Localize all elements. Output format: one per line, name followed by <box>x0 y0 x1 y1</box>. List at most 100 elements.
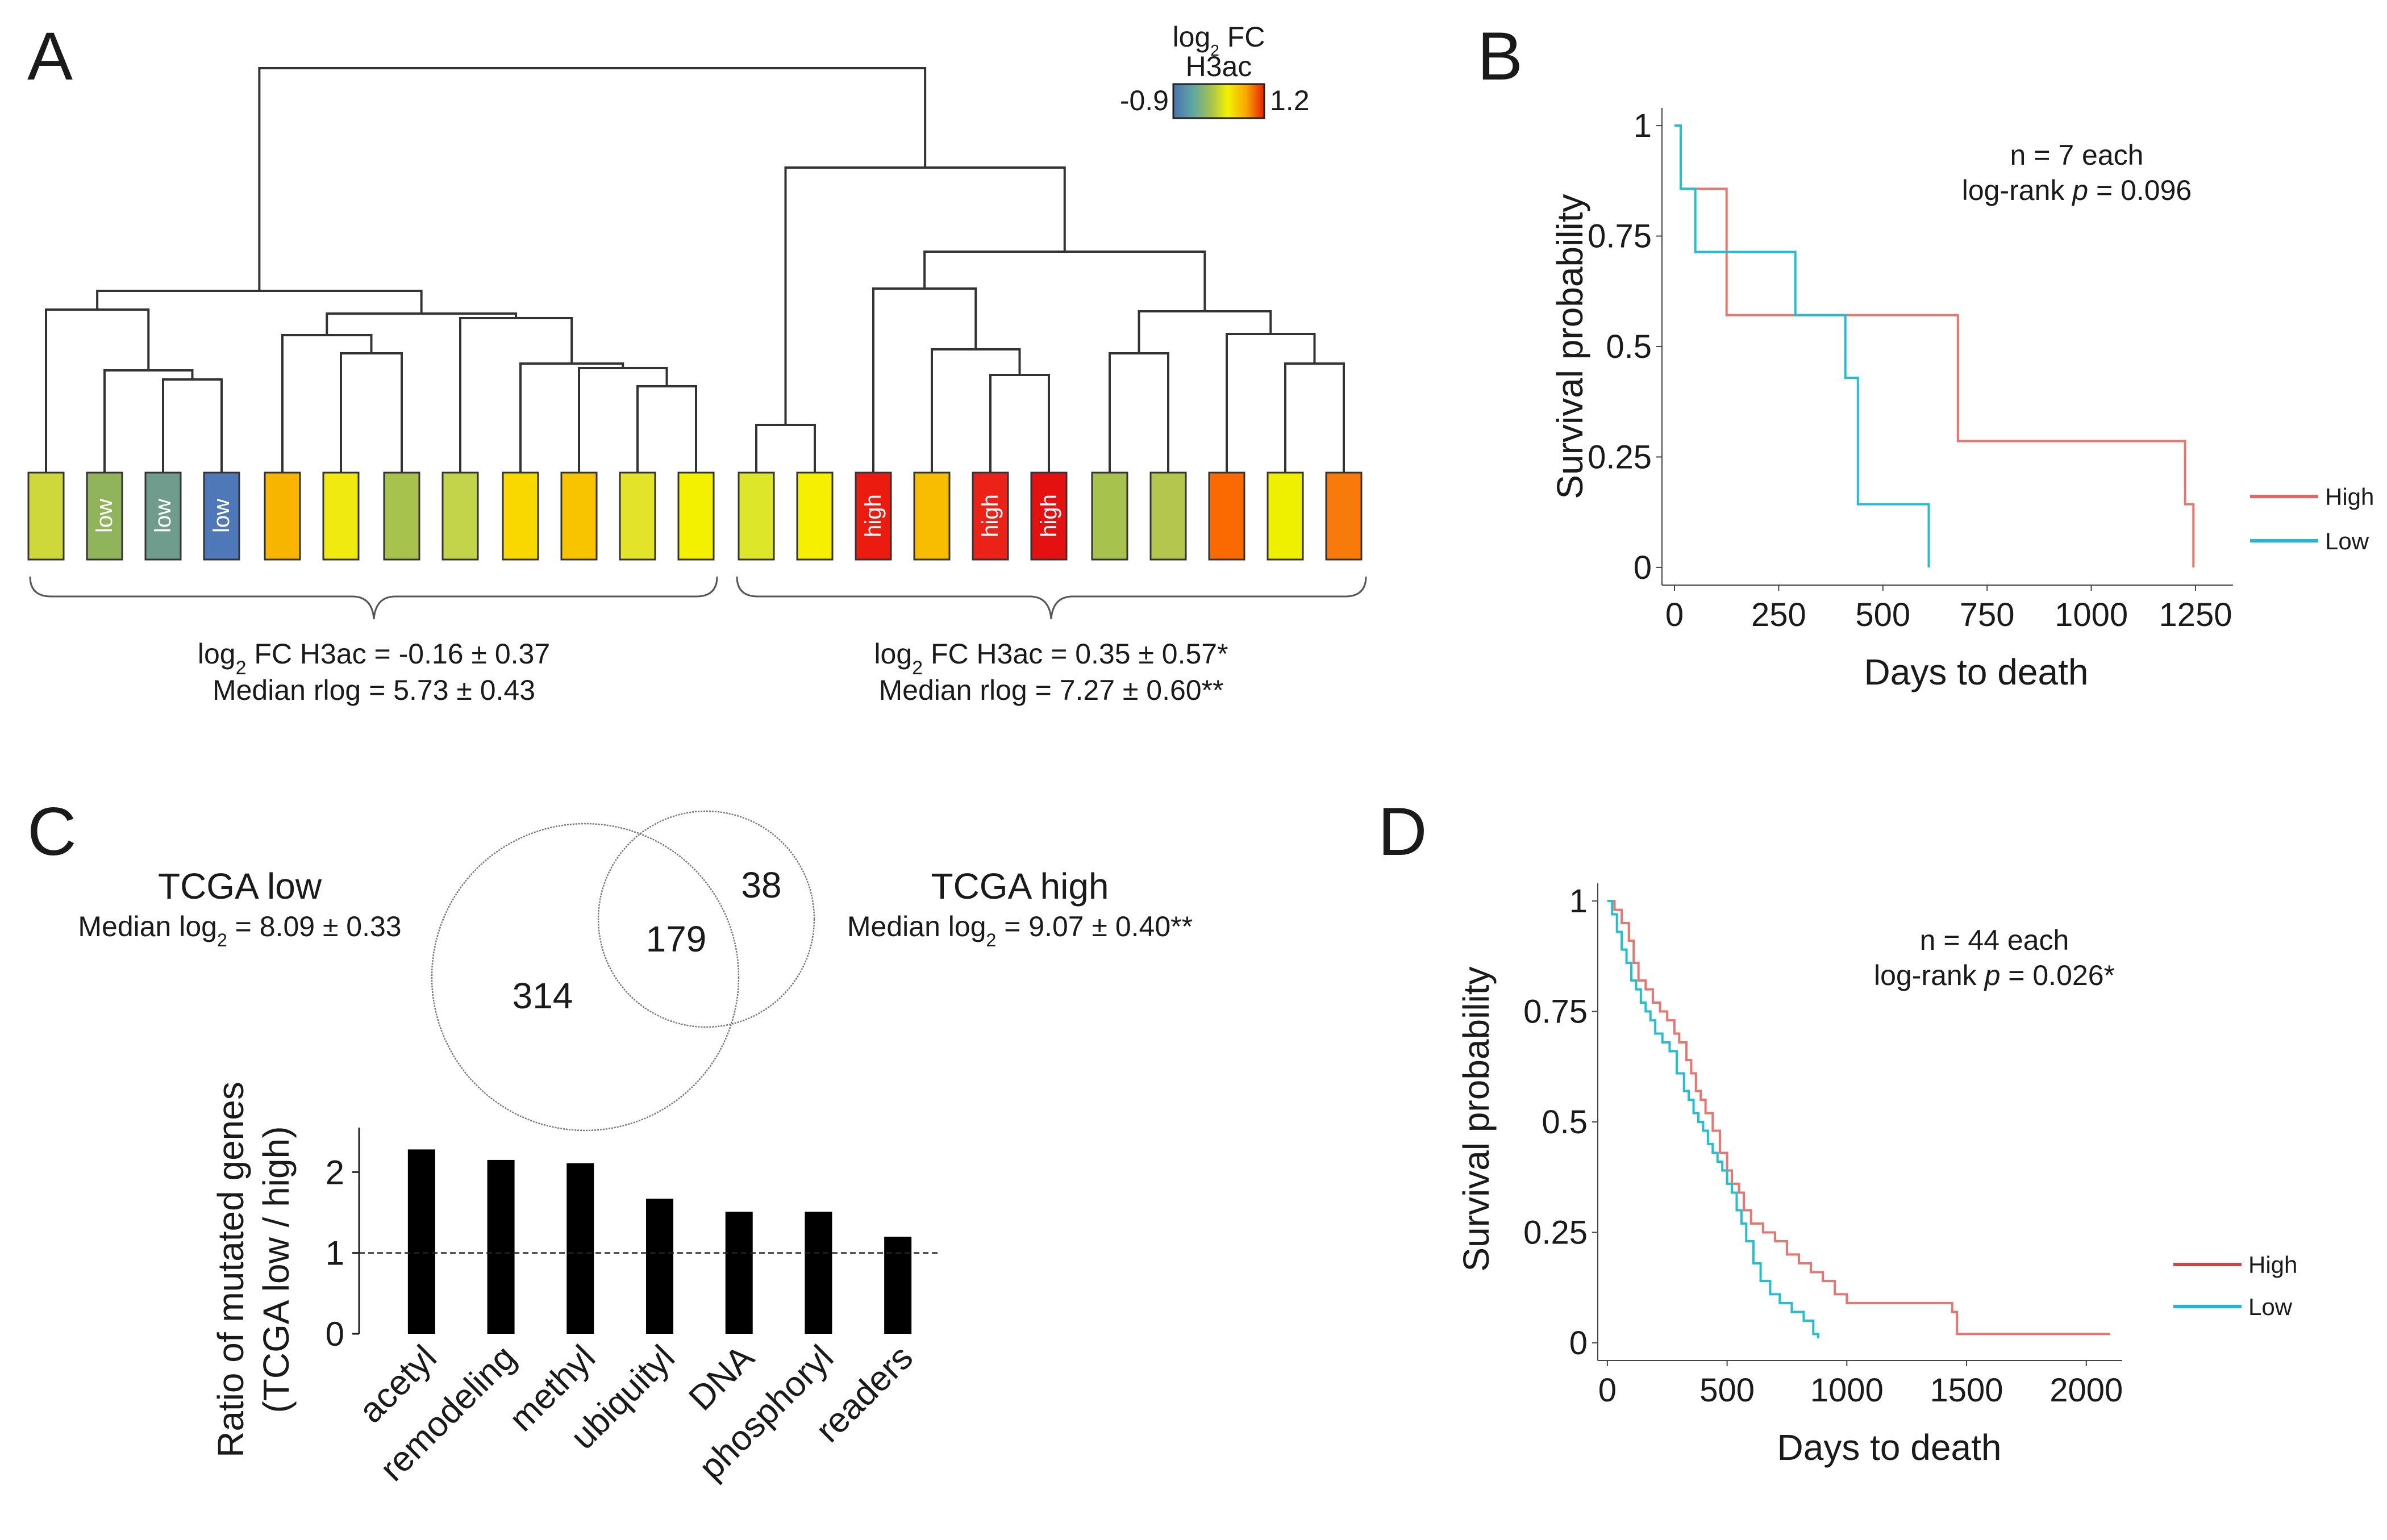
dendrogram-branch <box>1138 310 1272 353</box>
heatmap-leaf <box>203 471 240 561</box>
leaf-label: high <box>978 494 1003 537</box>
heatmap-leaf <box>264 471 301 561</box>
dendrogram-branch <box>459 317 573 473</box>
km-series-low <box>1607 900 1819 1339</box>
colorbar-title-line1: log2 FC <box>1173 21 1265 59</box>
km-x-tick-label: 1000 <box>1810 1372 1884 1409</box>
bar-phosphoryl <box>805 1212 832 1334</box>
panel-label-d: D <box>1378 794 1427 870</box>
bar-DNA <box>725 1212 753 1334</box>
colorbar: log2 FC H3ac -0.9 1.2 <box>1120 21 1310 119</box>
heatmap-leaves: low low low high high high <box>27 471 1363 561</box>
heatmap-leaf <box>913 471 951 561</box>
heatmap-leaf <box>972 471 1009 561</box>
dendrogram-branch <box>326 312 518 335</box>
km-x-tick-label: 500 <box>1699 1372 1755 1409</box>
panel-a-dendrogram-heatmap: log2 FC H3ac -0.9 1.2 low low low high high h… <box>27 21 1367 706</box>
colorbar-max-label: 1.2 <box>1270 85 1310 116</box>
venn-set-high-name: TCGA high <box>931 866 1109 907</box>
heatmap-leaf <box>738 471 775 561</box>
leaf-label: low <box>151 499 176 533</box>
colorbar-gradient <box>1172 83 1265 119</box>
group-right-stat-line1: log2 FC H3ac = 0.35 ± 0.57* <box>874 638 1228 679</box>
heatmap-leaf <box>1030 471 1068 561</box>
km-y-tick-label: 0.5 <box>1606 328 1652 365</box>
group-brace-right <box>736 576 1367 620</box>
km-x-tick-label: 750 <box>1960 596 2015 633</box>
heatmap-leaf <box>677 471 715 561</box>
km-y-tick-label: 1 <box>1634 107 1652 144</box>
dendrogram-branch <box>578 367 668 473</box>
venn-low-only-count: 314 <box>513 975 573 1016</box>
km-b-ylabel: Survival probability <box>1549 194 1590 499</box>
heatmap-leaf <box>1325 471 1363 561</box>
km-d-ylabel: Survival probability <box>1456 966 1497 1271</box>
dendrogram-branch <box>519 362 624 473</box>
km-b-annotation-p: log-rank p = 0.096 <box>1962 174 2192 206</box>
km-series-low <box>1674 124 1930 567</box>
heatmap-leaf <box>27 471 65 561</box>
panel-label-c: C <box>27 794 77 870</box>
group-right-stat-line2: Median rlog = 7.27 ± 0.60** <box>878 674 1223 706</box>
group-brace-left <box>29 576 718 620</box>
venn-circle-low <box>431 823 740 1132</box>
bar-y-tick-label: 2 <box>326 1153 344 1191</box>
dendrogram-branch <box>281 334 373 473</box>
km-y-tick-label: 0 <box>1634 549 1652 586</box>
heatmap-leaf <box>322 471 360 561</box>
km-plot-d-area: 0 0.25 0.5 0.75 1 0 500 1000 1500 2000 <box>1523 883 2123 1409</box>
km-d-annotation-n: n = 44 each <box>1920 924 2069 956</box>
dendrogram-branch <box>989 374 1050 473</box>
leaf-label: low <box>209 499 234 533</box>
venn-set-low-stat: Median log2 = 8.09 ± 0.33 <box>78 911 401 950</box>
leaf-label: high <box>861 494 886 537</box>
km-b-legend: High Low <box>2250 483 2374 554</box>
dendrogram-branch <box>1226 333 1316 473</box>
heatmap-leaf <box>796 471 834 561</box>
km-b-annotation-n: n = 7 each <box>2010 139 2144 171</box>
km-y-tick-label: 0.5 <box>1542 1104 1588 1141</box>
dendrogram-branch <box>103 369 194 473</box>
km-y-tick-label: 0.25 <box>1523 1214 1588 1251</box>
colorbar-min-label: -0.9 <box>1120 85 1169 116</box>
leaf-label: low <box>92 499 117 533</box>
km-x-tick-label: 0 <box>1598 1372 1617 1409</box>
heatmap-leaf <box>855 471 892 561</box>
panel-c-venn-bar: 314 179 38 TCGA low Median log2 = 8.09 ±… <box>78 810 1193 1489</box>
dendrogram-branch <box>340 352 403 473</box>
leaf-label: high <box>1036 494 1061 537</box>
bar-y-tick-label: 1 <box>326 1234 344 1272</box>
venn-intersection-count: 179 <box>646 919 707 959</box>
bar-y-tick-label: 0 <box>326 1315 344 1353</box>
km-d-annotation-p: log-rank p = 0.026* <box>1874 959 2115 991</box>
panel-b-km-plot: 0 0.25 0.5 0.75 1 0 250 500 750 1000 1250 Days to … <box>1549 107 2374 692</box>
km-d-legend-high-label: High <box>2248 1251 2297 1278</box>
km-y-tick-label: 0.25 <box>1588 439 1652 475</box>
colorbar-title-line2: H3ac <box>1186 51 1252 82</box>
heatmap-leaf <box>86 471 123 561</box>
bar-ylabel-line1: Ratio of mutated genes <box>210 1082 251 1458</box>
venn-set-low-name: TCGA low <box>158 866 322 907</box>
dendrogram-branch <box>872 287 977 473</box>
bar-ylabel-line2: (TCGA low / high) <box>256 1126 297 1413</box>
dendrogram-branch <box>755 424 816 473</box>
dendrogram-branch <box>162 378 223 473</box>
heatmap-leaf <box>144 471 182 561</box>
km-x-tick-label: 1250 <box>2159 596 2232 633</box>
km-x-tick-label: 500 <box>1855 596 1910 633</box>
km-b-xlabel: Days to death <box>1864 652 2089 692</box>
panel-label-a: A <box>27 18 73 94</box>
dendrogram-branch <box>784 166 1066 425</box>
bar-remodeling <box>487 1159 515 1334</box>
km-d-legend-low-label: Low <box>2248 1293 2293 1320</box>
dendrogram-branch <box>931 348 1021 473</box>
bar-ubiquityl <box>646 1199 673 1334</box>
group-left-stat-line1: log2 FC H3ac = -0.16 ± 0.37 <box>198 638 550 679</box>
km-b-legend-high-label: High <box>2325 483 2374 510</box>
dendrogram-branch <box>1284 362 1345 473</box>
heatmap-leaf <box>619 471 656 561</box>
km-d-xlabel: Days to death <box>1777 1427 2002 1468</box>
venn-high-only-count: 38 <box>741 865 781 905</box>
km-y-tick-label: 0.75 <box>1523 994 1588 1030</box>
km-y-tick-label: 0.75 <box>1588 218 1652 255</box>
